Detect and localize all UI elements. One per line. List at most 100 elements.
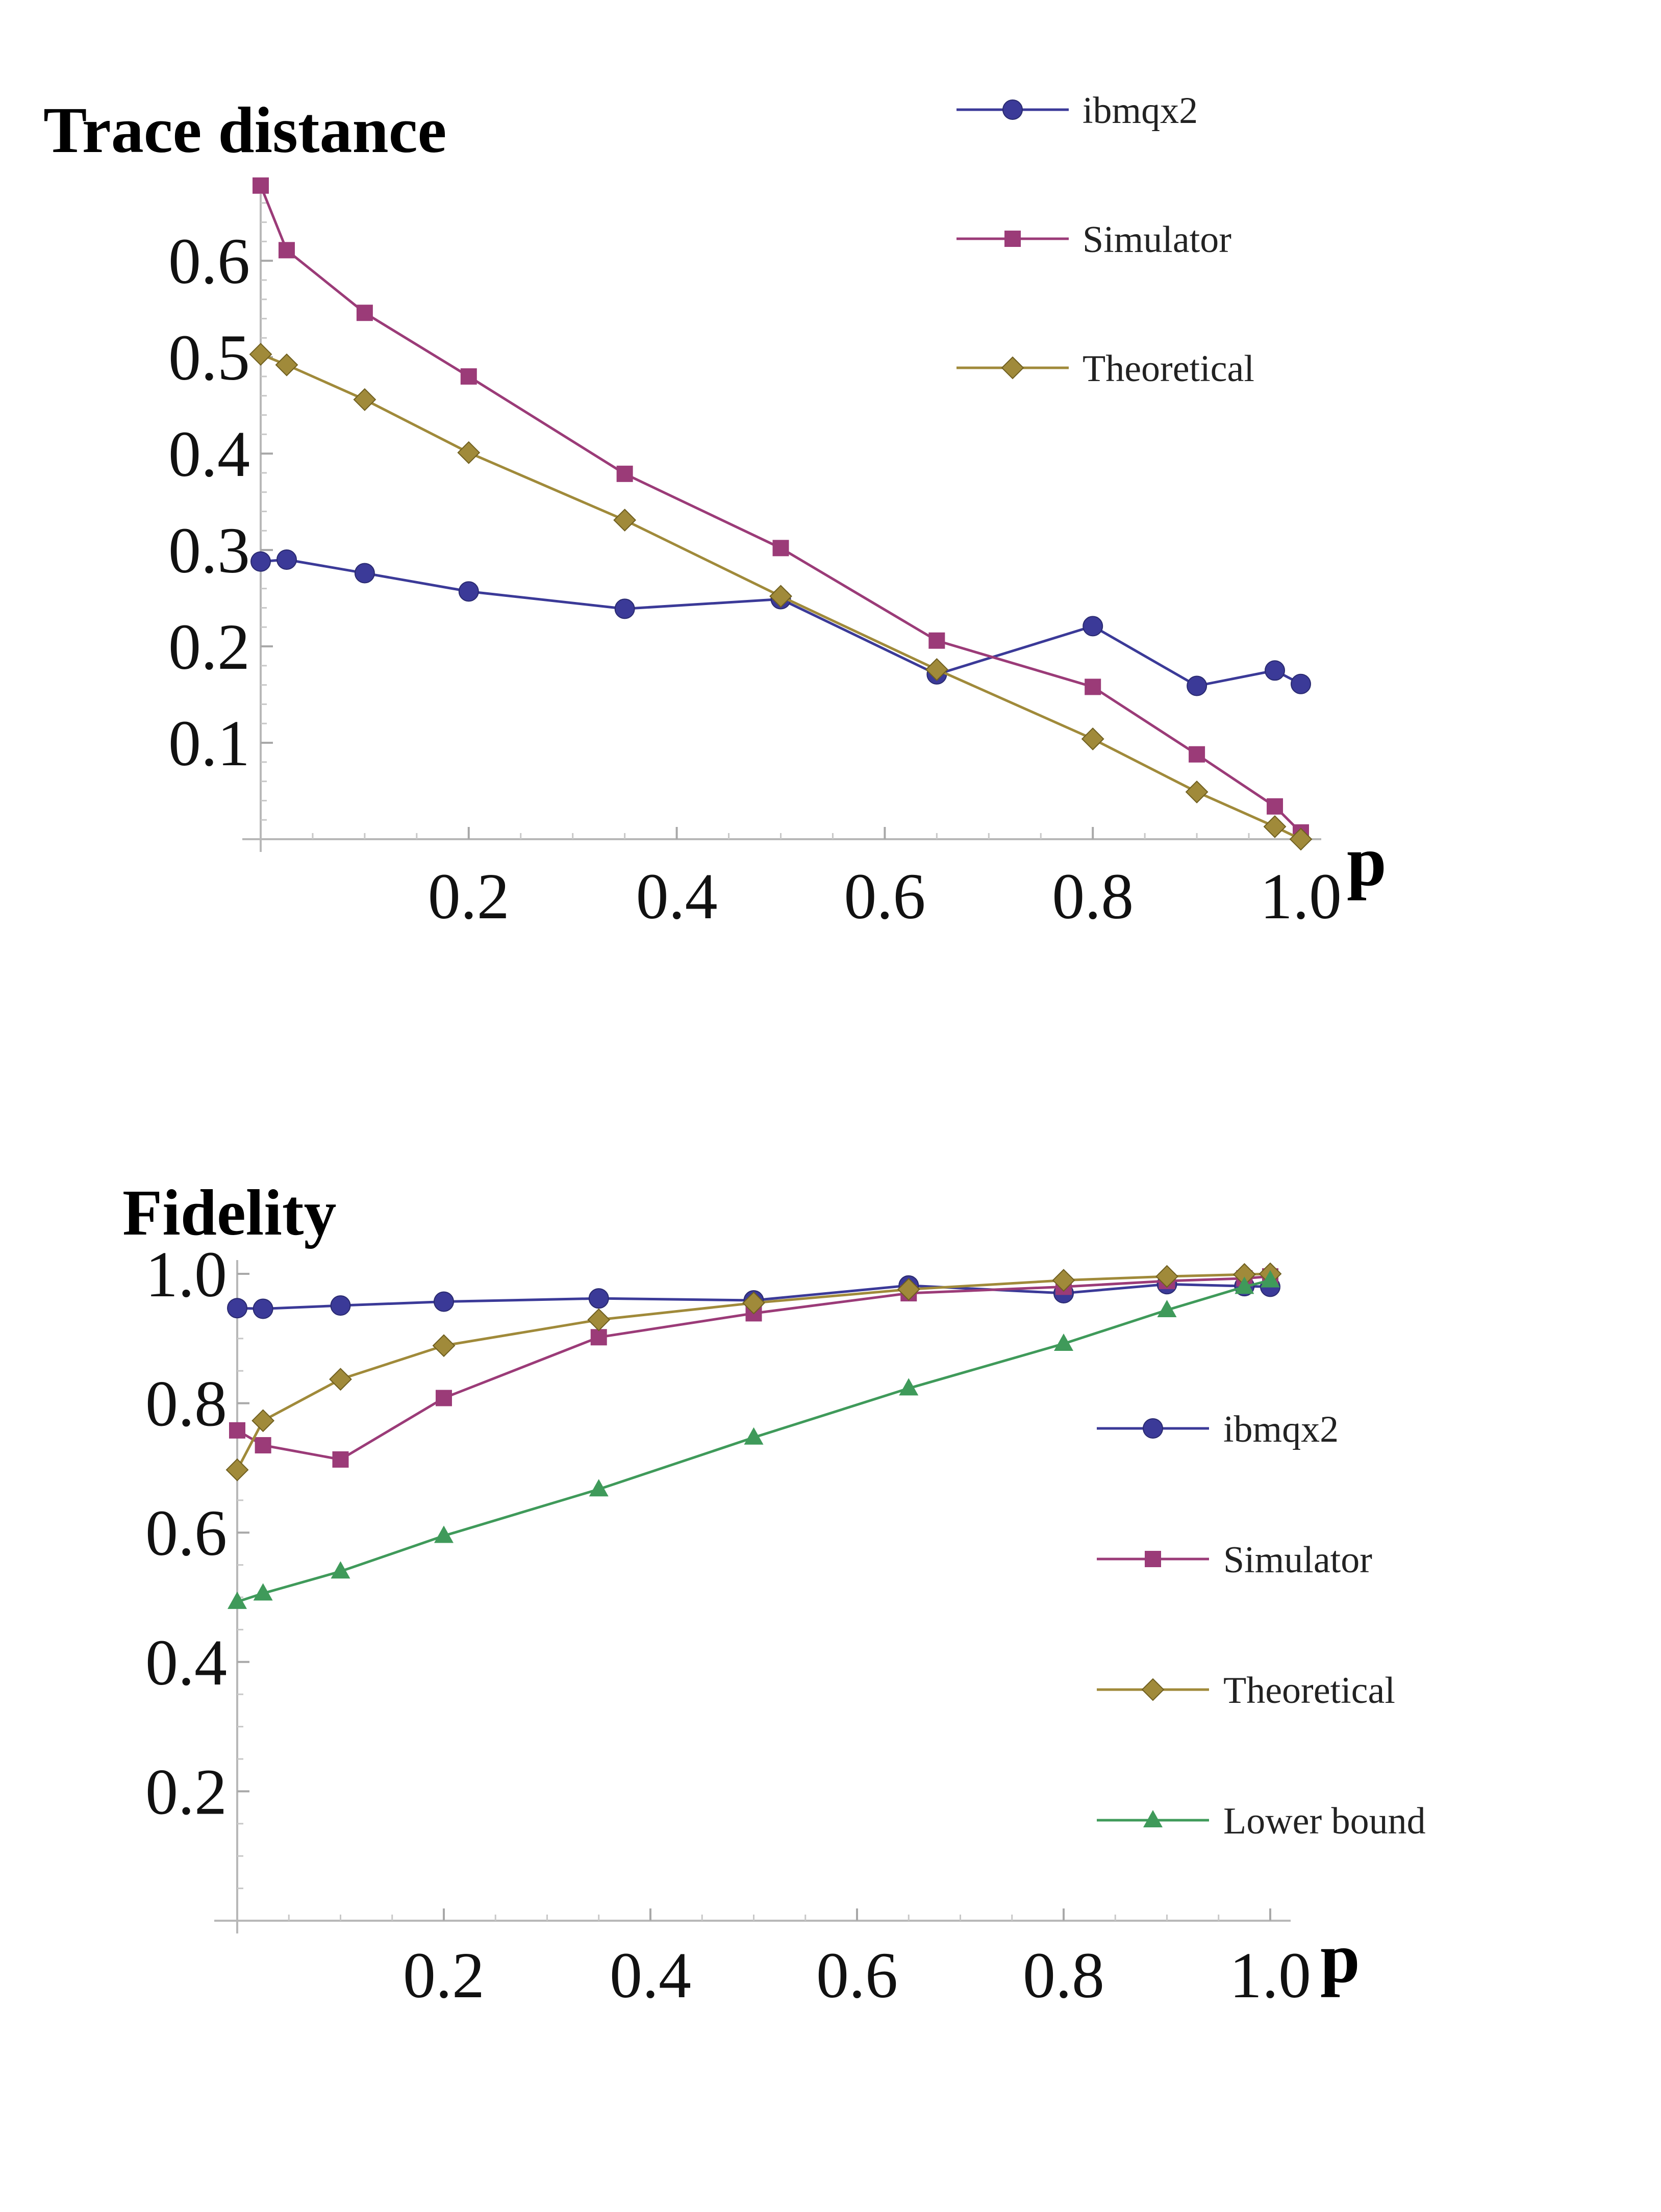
x-axis-label: p (1347, 822, 1387, 901)
legend-label: ibmqx2 (1083, 90, 1198, 132)
y-tick-label: 0.2 (168, 611, 250, 683)
data-point (253, 1583, 273, 1601)
data-point (897, 1278, 920, 1301)
data-point (899, 1378, 919, 1396)
x-tick-label: 0.8 (1023, 1939, 1104, 2012)
x-tick-label: 0.4 (636, 860, 718, 933)
data-point (772, 540, 789, 557)
data-point (614, 598, 635, 619)
y-tick-label: 0.6 (168, 225, 250, 297)
data-point (250, 551, 271, 572)
y-tick-label: 0.8 (145, 1368, 227, 1440)
legend-label: Simulator (1223, 1539, 1372, 1581)
data-point (432, 1334, 456, 1358)
data-point (276, 549, 297, 570)
data-point (434, 1291, 454, 1312)
y-tick-label: 0.1 (168, 707, 250, 780)
data-point (1085, 678, 1101, 695)
x-tick-label: 0.8 (1052, 860, 1134, 933)
y-tick-label: 0.4 (168, 418, 250, 490)
data-point (1157, 1300, 1177, 1318)
legend-marker (1001, 356, 1024, 380)
data-point (1052, 1269, 1075, 1292)
data-point (1235, 1276, 1254, 1294)
legend-label: Simulator (1083, 219, 1231, 261)
data-point (255, 1437, 271, 1454)
data-point (249, 343, 272, 366)
data-point (253, 1298, 273, 1319)
data-point (769, 585, 792, 608)
legend-marker (1002, 99, 1023, 120)
series-line-simulator (259, 185, 1302, 834)
data-point (225, 1458, 249, 1481)
data-point (331, 1561, 350, 1579)
x-tick-label: 1.0 (1260, 860, 1342, 933)
x-tick-label: 0.4 (610, 1939, 691, 2012)
data-point (356, 305, 373, 321)
y-tick-label: 0.5 (168, 321, 250, 394)
data-point (275, 353, 298, 376)
data-point (925, 658, 948, 681)
data-point (1054, 1333, 1073, 1351)
data-point (227, 1298, 247, 1319)
series-line-ibmqx2 (260, 558, 1302, 688)
fidelity-chart: Fidelity p 0.2 0.4 0.6 0.8 1.0 0.2 0.4 0.6 0.8 1.… (122, 1176, 1426, 2012)
data-point (616, 465, 633, 482)
x-axis-label: p (1320, 1919, 1360, 1998)
data-point (587, 1308, 611, 1331)
legend-marker (1141, 1678, 1165, 1701)
data-point (1185, 780, 1209, 803)
y-tick-label: 1.0 (145, 1238, 227, 1311)
x-tick-label: 0.2 (428, 860, 510, 933)
y-tick-label: 0.3 (168, 514, 250, 587)
data-point (1189, 746, 1205, 763)
data-point (457, 441, 481, 464)
data-point (928, 632, 945, 649)
data-point (1267, 798, 1283, 815)
data-point (1187, 675, 1207, 696)
x-tick-label: 0.2 (403, 1939, 485, 2012)
data-point (1261, 1270, 1280, 1288)
trace-distance-chart: Trace distance p 0.2 0.4 0.6 0.8 1.0 0.1 0.2 0.… (43, 90, 1387, 933)
data-point (744, 1427, 764, 1445)
data-point (1265, 660, 1286, 681)
x-tick-label: 0.6 (816, 1939, 898, 2012)
x-tick-label: 0.6 (844, 860, 925, 933)
data-point (613, 509, 637, 532)
chart-title: Trace distance (43, 94, 446, 166)
data-point (1155, 1265, 1178, 1288)
y-tick-label: 0.2 (145, 1755, 227, 1828)
data-point (590, 1329, 607, 1346)
data-point (253, 177, 269, 194)
data-point (332, 1451, 349, 1468)
data-point (1083, 616, 1103, 637)
data-point (278, 242, 295, 259)
y-tick-label: 0.4 (145, 1626, 227, 1699)
data-point (329, 1368, 352, 1391)
data-point (436, 1390, 452, 1406)
data-point (228, 1591, 247, 1609)
legend-label: Theoretical (1083, 348, 1254, 390)
legend-label: Theoretical (1223, 1670, 1395, 1712)
data-point (434, 1525, 454, 1543)
data-point (354, 563, 375, 584)
data-point (330, 1295, 351, 1316)
legend-label: ibmqx2 (1223, 1409, 1339, 1450)
legend-marker (1143, 1418, 1163, 1439)
legend-marker (1143, 1810, 1163, 1827)
data-point (589, 1479, 609, 1497)
data-point (229, 1422, 245, 1439)
legend-marker (1145, 1551, 1161, 1567)
data-point (1081, 727, 1104, 750)
data-point (251, 1409, 275, 1432)
data-point (460, 368, 477, 385)
data-point (1263, 815, 1287, 838)
x-tick-label: 1.0 (1229, 1939, 1311, 2012)
data-point (1291, 673, 1311, 694)
data-point (742, 1291, 765, 1315)
chart-title: Fidelity (122, 1176, 337, 1249)
data-point (588, 1288, 609, 1309)
y-tick-label: 0.6 (145, 1497, 227, 1569)
data-point (1289, 827, 1313, 851)
